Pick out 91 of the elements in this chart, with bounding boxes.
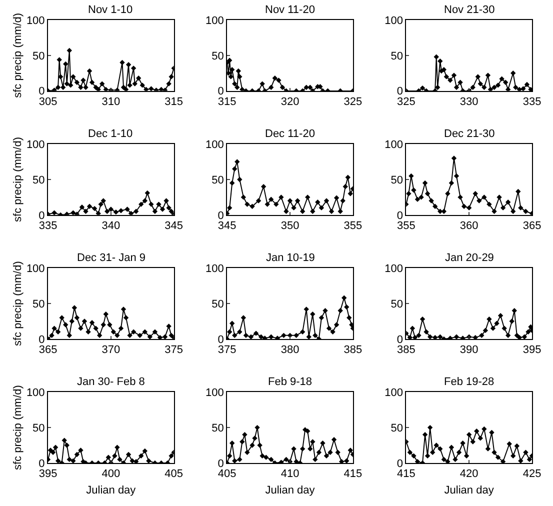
x-tick-label: 335 <box>522 96 542 108</box>
x-tick-label: 315 <box>218 96 236 108</box>
chart-title: Jan 20-29 <box>445 252 494 264</box>
x-tick-label: 345 <box>164 220 184 232</box>
chart-title: Nov 1-10 <box>88 4 133 16</box>
x-tick-label: 380 <box>280 344 300 356</box>
y-tick-label: 100 <box>206 386 224 399</box>
y-tick-label: 0 <box>38 210 45 222</box>
x-tick-label: 395 <box>38 468 58 480</box>
y-tick-label: 50 <box>32 422 45 434</box>
x-tick-label: 415 <box>396 468 416 480</box>
y-tick-label: 50 <box>212 422 224 434</box>
x-tick-label: 415 <box>344 468 362 480</box>
x-tick-label: 310 <box>102 96 120 108</box>
y-axis-title: sfc precip (mm/d) <box>12 12 24 98</box>
chart-title: Feb 9-18 <box>268 376 312 388</box>
y-tick-label: 50 <box>390 174 403 186</box>
y-tick-label: 50 <box>32 174 45 186</box>
x-tick-label: 355 <box>396 220 416 232</box>
y-axis-title: sfc precip (mm/d) <box>12 136 24 222</box>
x-tick-label: 390 <box>460 344 478 356</box>
y-tick-label: 50 <box>212 50 224 62</box>
y-tick-label: 100 <box>26 262 45 275</box>
chart-title: Dec 21-30 <box>444 128 495 140</box>
x-axis-title: Julian day <box>265 484 316 496</box>
x-tick-label: 400 <box>102 468 120 480</box>
y-tick-label: 0 <box>218 334 224 346</box>
x-tick-label: 375 <box>218 344 236 356</box>
y-tick-label: 0 <box>38 86 45 98</box>
y-tick-label: 0 <box>218 86 224 98</box>
y-tick-label: 100 <box>206 138 224 151</box>
y-tick-label: 50 <box>212 174 224 186</box>
x-tick-label: 385 <box>396 344 416 356</box>
y-axis-title: sfc precip (mm/d) <box>12 261 24 346</box>
y-tick-label: 100 <box>384 138 403 151</box>
y-tick-label: 100 <box>26 386 45 399</box>
chart-title: Jan 10-19 <box>266 252 315 264</box>
x-axis-title: Julian day <box>444 484 494 496</box>
y-tick-label: 100 <box>206 14 224 27</box>
x-tick-label: 355 <box>344 220 362 232</box>
chart-title: Dec 31- Jan 9 <box>77 252 146 264</box>
y-tick-label: 100 <box>384 14 403 27</box>
y-tick-label: 50 <box>32 298 45 310</box>
x-tick-label: 305 <box>38 96 58 108</box>
chart-title: Nov 11-20 <box>265 4 315 16</box>
x-tick-label: 395 <box>522 344 542 356</box>
y-tick-label: 100 <box>26 138 45 151</box>
y-tick-label: 0 <box>218 458 224 470</box>
y-tick-label: 50 <box>390 298 403 310</box>
x-tick-label: 345 <box>218 220 236 232</box>
y-tick-label: 0 <box>396 86 403 98</box>
chart-title: Dec 1-10 <box>88 128 133 140</box>
x-axis-title: Julian day <box>86 484 136 496</box>
x-tick-label: 320 <box>280 96 300 108</box>
y-tick-label: 0 <box>38 334 45 346</box>
chart-title: Jan 30- Feb 8 <box>77 376 145 388</box>
x-tick-label: 385 <box>344 344 362 356</box>
chart-title: Dec 11-20 <box>265 128 315 140</box>
chart-title: Feb 19-28 <box>444 376 494 388</box>
x-tick-label: 410 <box>280 468 300 480</box>
x-tick-label: 340 <box>102 220 120 232</box>
y-tick-label: 0 <box>396 210 403 222</box>
x-tick-label: 425 <box>522 468 542 480</box>
x-tick-label: 365 <box>522 220 542 232</box>
x-tick-label: 315 <box>164 96 184 108</box>
x-tick-label: 420 <box>460 468 478 480</box>
x-tick-label: 350 <box>280 220 300 232</box>
y-tick-label: 0 <box>218 210 224 222</box>
y-tick-label: 100 <box>384 262 403 275</box>
x-tick-label: 325 <box>344 96 362 108</box>
y-tick-label: 0 <box>396 334 403 346</box>
x-tick-label: 405 <box>164 468 184 480</box>
x-tick-label: 370 <box>102 344 120 356</box>
chart-title: Nov 21-30 <box>444 4 495 16</box>
y-axis-title: sfc precip (mm/d) <box>12 385 24 470</box>
x-tick-label: 365 <box>38 344 58 356</box>
y-tick-label: 50 <box>32 50 45 62</box>
y-tick-label: 100 <box>206 262 224 275</box>
y-tick-label: 100 <box>384 386 403 399</box>
y-tick-label: 0 <box>38 458 45 470</box>
y-tick-label: 50 <box>390 422 403 434</box>
x-tick-label: 335 <box>38 220 58 232</box>
y-tick-label: 50 <box>390 50 403 62</box>
y-tick-label: 100 <box>26 14 45 27</box>
y-tick-label: 50 <box>212 298 224 310</box>
x-tick-label: 405 <box>218 468 236 480</box>
x-tick-label: 325 <box>396 96 416 108</box>
x-tick-label: 330 <box>460 96 478 108</box>
x-tick-label: 360 <box>460 220 478 232</box>
x-tick-label: 375 <box>164 344 184 356</box>
y-tick-label: 0 <box>396 458 403 470</box>
